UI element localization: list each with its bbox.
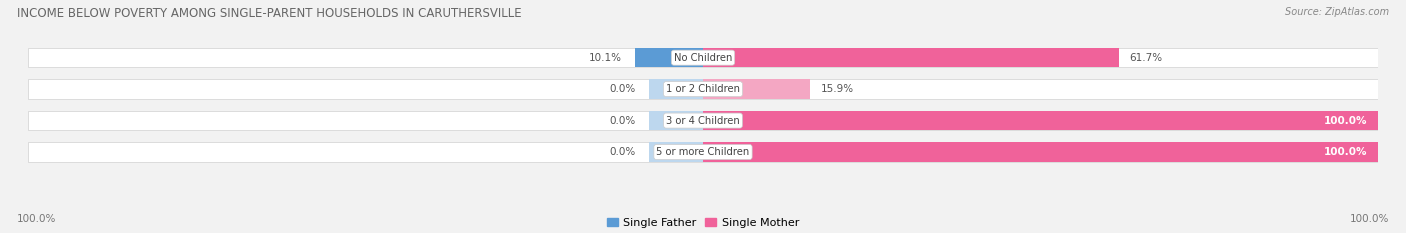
Text: Source: ZipAtlas.com: Source: ZipAtlas.com [1285, 7, 1389, 17]
Bar [703, 142, 1378, 162]
Bar [650, 79, 703, 99]
Text: 0.0%: 0.0% [609, 116, 636, 126]
Text: No Children: No Children [673, 53, 733, 63]
Bar [703, 48, 1119, 67]
Text: 61.7%: 61.7% [1129, 53, 1163, 63]
Bar [703, 79, 810, 99]
Bar [650, 142, 703, 162]
Text: 10.1%: 10.1% [588, 53, 621, 63]
Text: 1 or 2 Children: 1 or 2 Children [666, 84, 740, 94]
Bar [28, 142, 1378, 162]
Text: 100.0%: 100.0% [1324, 116, 1368, 126]
Text: 0.0%: 0.0% [609, 84, 636, 94]
Text: 100.0%: 100.0% [1350, 214, 1389, 224]
Text: 3 or 4 Children: 3 or 4 Children [666, 116, 740, 126]
Text: 5 or more Children: 5 or more Children [657, 147, 749, 157]
Bar [28, 111, 1378, 130]
Legend: Single Father, Single Mother: Single Father, Single Mother [606, 218, 800, 228]
Bar [703, 111, 1378, 130]
Bar [28, 48, 1378, 67]
Bar [650, 111, 703, 130]
Text: 0.0%: 0.0% [609, 147, 636, 157]
Bar [636, 48, 703, 67]
Text: INCOME BELOW POVERTY AMONG SINGLE-PARENT HOUSEHOLDS IN CARUTHERSVILLE: INCOME BELOW POVERTY AMONG SINGLE-PARENT… [17, 7, 522, 20]
Text: 100.0%: 100.0% [1324, 147, 1368, 157]
Text: 100.0%: 100.0% [17, 214, 56, 224]
Text: 15.9%: 15.9% [821, 84, 853, 94]
Bar [28, 79, 1378, 99]
